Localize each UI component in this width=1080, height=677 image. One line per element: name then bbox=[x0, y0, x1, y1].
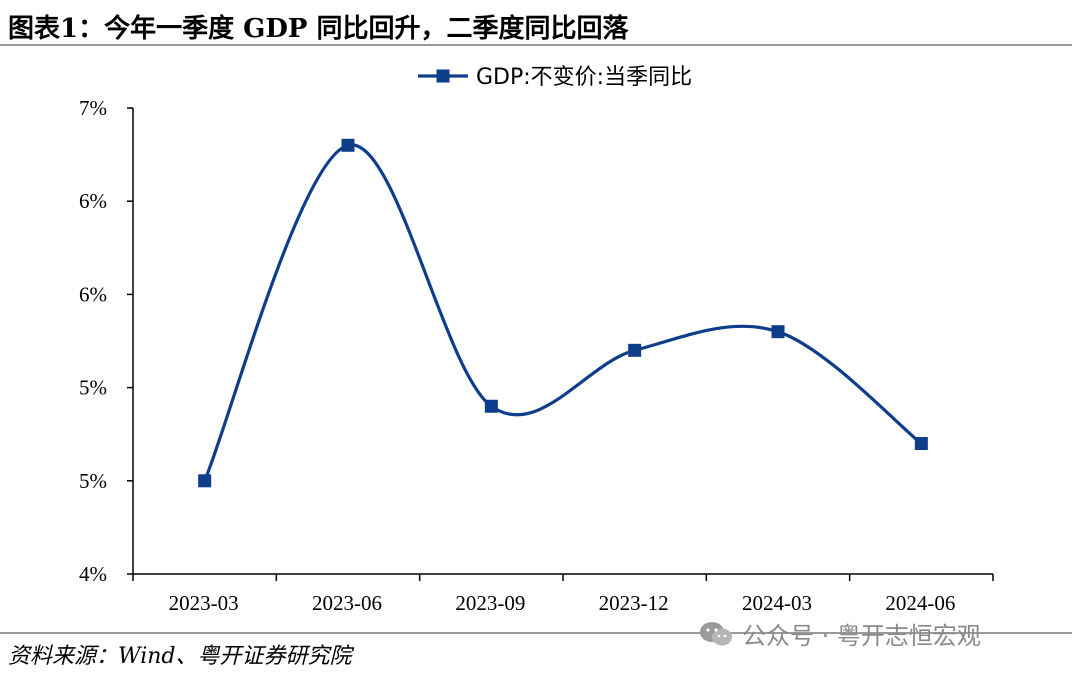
y-tick-label: 4% bbox=[79, 562, 107, 586]
source-note: 资料来源：Wind、粤开证券研究院 bbox=[8, 644, 352, 669]
footer-divider bbox=[0, 632, 1072, 634]
y-tick-label: 6% bbox=[79, 282, 107, 306]
chart-title: 图表1：今年一季度 GDP 同比回升，二季度同比回落 bbox=[8, 14, 629, 44]
x-tick-label: 2023-12 bbox=[599, 591, 669, 615]
x-tick-label: 2023-03 bbox=[169, 591, 239, 615]
gdp-line-chart: 4% 5% 5% 6% 6% 7% 2023-03 2023-06 2023-09 2023-12… bbox=[79, 65, 994, 615]
legend-marker bbox=[436, 69, 450, 83]
data-point-marker bbox=[484, 399, 498, 413]
data-point-marker bbox=[198, 474, 212, 488]
series-line bbox=[203, 143, 923, 482]
title-divider bbox=[0, 44, 1072, 46]
x-tick-label: 2023-09 bbox=[455, 591, 525, 615]
legend-label: GDP:不变价:当季同比 bbox=[476, 65, 692, 90]
y-tick-label: 6% bbox=[79, 189, 107, 213]
y-tick-label: 5% bbox=[79, 376, 107, 400]
watermark-text: 公众号 · 粤开志恒宏观 bbox=[742, 622, 981, 650]
x-tick-label: 2024-03 bbox=[742, 591, 812, 615]
watermark: 公众号 · 粤开志恒宏观 bbox=[698, 616, 981, 651]
data-point-marker bbox=[628, 343, 642, 357]
data-point-marker bbox=[341, 138, 355, 152]
y-tick-label: 7% bbox=[79, 96, 107, 120]
x-tick-label: 2023-06 bbox=[312, 591, 382, 615]
wechat-icon bbox=[700, 621, 732, 645]
x-tick-label: 2024-06 bbox=[885, 591, 955, 615]
data-point-marker bbox=[771, 325, 785, 339]
data-point-marker bbox=[914, 437, 928, 451]
y-tick-label: 5% bbox=[79, 469, 107, 493]
